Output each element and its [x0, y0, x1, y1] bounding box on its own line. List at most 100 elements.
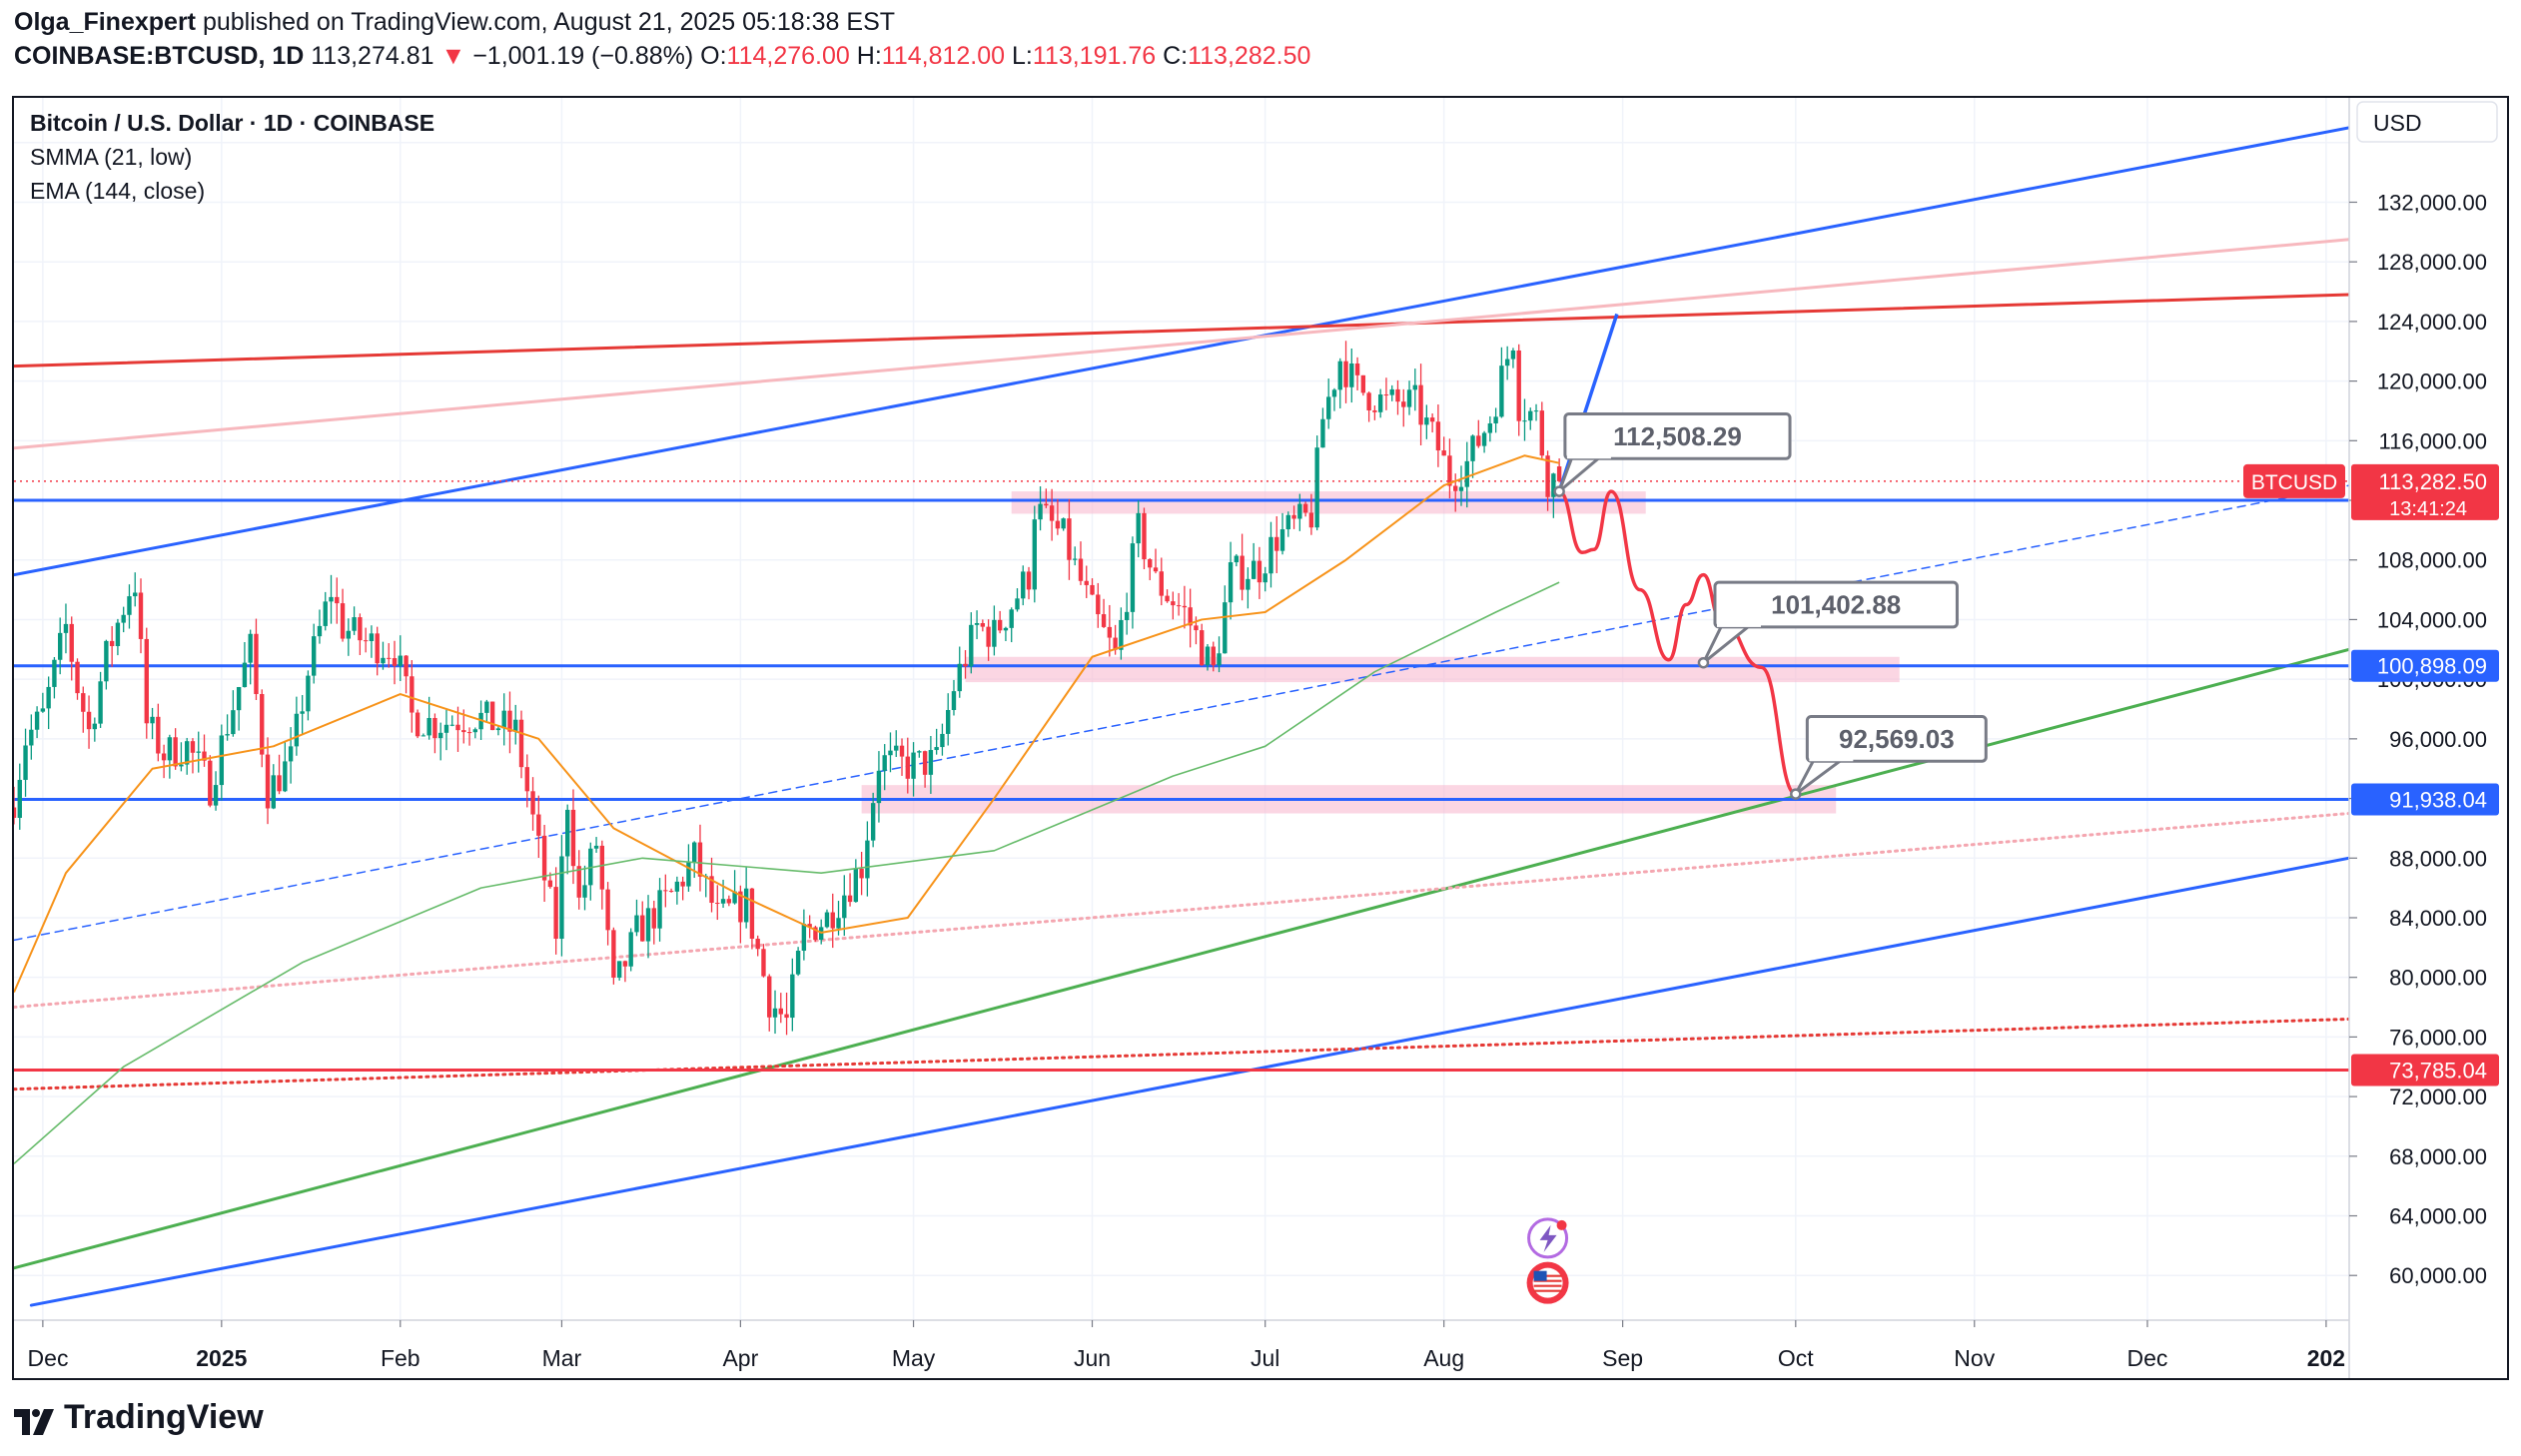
candle-body	[1188, 607, 1193, 626]
price-callout: 112,508.29	[1553, 411, 1792, 497]
candle-body	[86, 711, 92, 730]
candle-body	[472, 729, 478, 733]
candle	[715, 885, 720, 921]
candle-body	[1499, 365, 1504, 417]
candle-body	[1142, 512, 1147, 560]
candle-body	[1096, 594, 1101, 615]
candle-body	[1084, 580, 1089, 585]
time-tick-label: 202	[2307, 1345, 2345, 1371]
candle-body	[547, 880, 553, 888]
currency-label: USD	[2373, 110, 2422, 136]
candle-body	[57, 632, 63, 660]
candle	[755, 935, 760, 957]
callout-anchor	[1697, 656, 1710, 669]
legend-ema[interactable]: EMA (144, close)	[30, 178, 206, 204]
candle-body	[605, 889, 610, 931]
candle	[611, 927, 616, 985]
candle-body	[1429, 417, 1435, 422]
candle-body	[576, 866, 581, 898]
candle	[1372, 405, 1377, 420]
candle	[219, 724, 225, 801]
candle	[1234, 553, 1240, 567]
legend-smma[interactable]: SMMA (21, low)	[30, 144, 193, 170]
candle-body	[570, 809, 576, 867]
author-name[interactable]: Olga_Finexpert	[14, 8, 196, 36]
tradingview-logo[interactable]: TradingView	[14, 1398, 264, 1437]
candle	[144, 627, 149, 739]
candle-body	[1049, 505, 1055, 521]
candle-body	[813, 927, 818, 941]
candle-body	[484, 701, 489, 713]
candle-body	[582, 885, 587, 898]
candle	[277, 754, 282, 795]
candle-body	[720, 899, 726, 904]
candle-body	[513, 719, 518, 732]
ema-144-line	[14, 581, 1560, 1164]
candle	[236, 686, 242, 731]
candle	[870, 792, 876, 848]
candle-body	[432, 717, 437, 739]
price-tag: 73,785.04	[2351, 1054, 2499, 1087]
candle	[501, 693, 506, 746]
candle	[1159, 557, 1164, 606]
candle	[576, 850, 581, 910]
legend-title[interactable]: Bitcoin / U.S. Dollar · 1D · COINBASE	[30, 110, 435, 136]
symbol-tag-bg	[2243, 463, 2345, 498]
candle	[553, 867, 558, 955]
candle-body	[196, 751, 201, 753]
candle	[720, 879, 726, 909]
candle	[1067, 498, 1072, 580]
candle	[1360, 374, 1366, 396]
candle-body	[1274, 536, 1279, 551]
low-label: L:	[1012, 42, 1033, 70]
candle-body	[317, 625, 323, 637]
candle-body	[772, 1008, 778, 1018]
candle	[1130, 536, 1136, 629]
candle-body	[14, 807, 17, 818]
candle-body	[1101, 614, 1107, 627]
candle-body	[1021, 571, 1026, 599]
candle-body	[190, 741, 196, 753]
candle-body	[946, 710, 951, 734]
price-tag: 100,898.09	[2351, 649, 2499, 682]
candle-body	[1458, 486, 1464, 491]
candle	[830, 893, 835, 949]
candle-body	[1447, 455, 1452, 486]
chart-frame	[12, 96, 2509, 1380]
candle-body	[680, 881, 685, 887]
candle	[570, 789, 576, 885]
close-value: 113,282.50	[1188, 42, 1311, 70]
candle-body	[1136, 512, 1141, 544]
candle	[1406, 380, 1412, 415]
candle	[1009, 607, 1014, 643]
candle-body	[184, 741, 190, 765]
candle-body	[92, 723, 98, 730]
candle-body	[1343, 361, 1348, 387]
candle-body	[75, 661, 80, 694]
candle-body	[1003, 627, 1009, 631]
lightning-event-icon	[1527, 1217, 1569, 1259]
last-price-tag: 113,282.50 13:41:24	[2351, 463, 2499, 520]
red-dotted	[14, 1017, 2349, 1092]
candle-body	[847, 895, 853, 903]
candle-body	[1032, 519, 1037, 590]
candle	[1418, 364, 1423, 446]
candle-body	[329, 596, 334, 602]
candle	[865, 821, 870, 897]
candle-body	[530, 791, 535, 815]
candle	[1223, 585, 1228, 654]
candle-body	[842, 895, 847, 919]
candle-body	[922, 751, 928, 775]
candle-body	[437, 732, 443, 739]
candle-body	[1297, 503, 1302, 519]
symbol-label: COINBASE:BTCUSD, 1D	[14, 42, 305, 70]
candle-body	[150, 716, 155, 724]
candle-body	[283, 761, 288, 792]
candle-body	[340, 603, 346, 639]
candle-body	[1257, 560, 1262, 583]
candle-body	[616, 961, 622, 978]
candle	[1044, 488, 1049, 508]
candle-body	[1418, 384, 1423, 425]
candle	[1228, 541, 1234, 620]
